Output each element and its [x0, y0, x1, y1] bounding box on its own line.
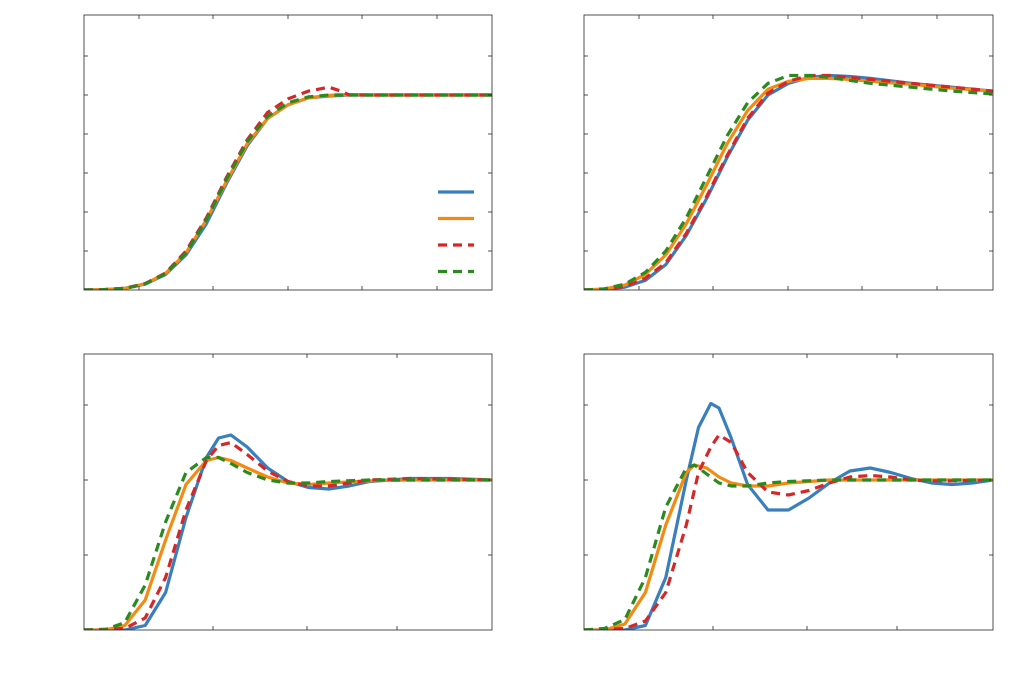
series-line-s4	[584, 463, 993, 630]
series-line-s3	[84, 85, 492, 290]
series-line-s1	[584, 73, 993, 290]
series-line-s4	[84, 93, 492, 290]
series-line-s3	[584, 433, 993, 630]
axes-frame	[83, 353, 493, 631]
axes-frame	[583, 14, 994, 291]
series-line-s2	[584, 463, 993, 630]
series-line-s4	[84, 455, 492, 630]
panel-bottom-right	[583, 353, 994, 631]
legend	[438, 190, 474, 274]
series-line-s2	[84, 93, 492, 290]
panel-top-left	[83, 14, 493, 291]
series-line-s1	[84, 93, 492, 290]
axes-frame	[583, 353, 994, 631]
series-line-s1	[584, 401, 993, 630]
axes-frame	[83, 14, 493, 291]
series-line-s4	[584, 73, 993, 290]
panel-top-right	[583, 14, 994, 291]
panel-bottom-left	[83, 353, 493, 631]
series-line-s2	[584, 76, 993, 290]
series-line-s3	[584, 73, 993, 290]
